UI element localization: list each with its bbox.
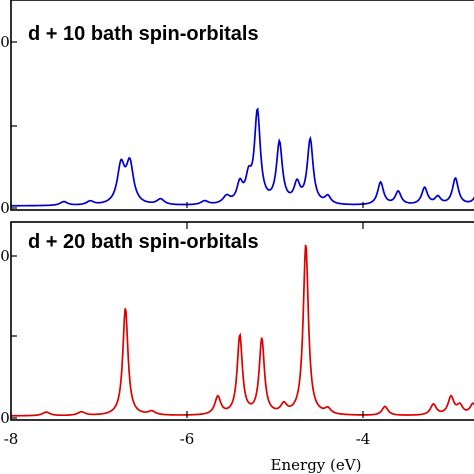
x-tick-label: -6 — [180, 430, 195, 448]
x-tick-label: -8 — [4, 430, 19, 448]
panel-20-bath: 00 -8-6-4-2024 d + 20 bath spin-orbitals — [0, 221, 474, 448]
y-ticks-bottom: 00 — [0, 247, 17, 427]
panel-frame-bottom — [10, 221, 474, 421]
y-tick-label: 0 — [0, 33, 10, 51]
y-ticks-top: 00 — [0, 33, 17, 217]
y-tick-label: 0 — [0, 199, 10, 217]
x-axis-title: Energy (eV) — [271, 456, 362, 474]
x-tick-label: -4 — [356, 430, 371, 448]
panel-10-bath: 00 d + 10 bath spin-orbitals — [0, 0, 474, 217]
x-ticks: -8-6-4-2024 — [4, 222, 371, 448]
dos-curve-20-bath — [11, 244, 474, 417]
dos-curve-10-bath — [11, 107, 474, 207]
panel-frame-top — [10, 0, 474, 211]
y-tick-label: 0 — [0, 409, 10, 427]
panel-label-top: d + 10 bath spin-orbitals — [28, 23, 259, 45]
y-tick-label: 0 — [0, 247, 10, 265]
panel-label-bottom: d + 20 bath spin-orbitals — [28, 231, 259, 253]
